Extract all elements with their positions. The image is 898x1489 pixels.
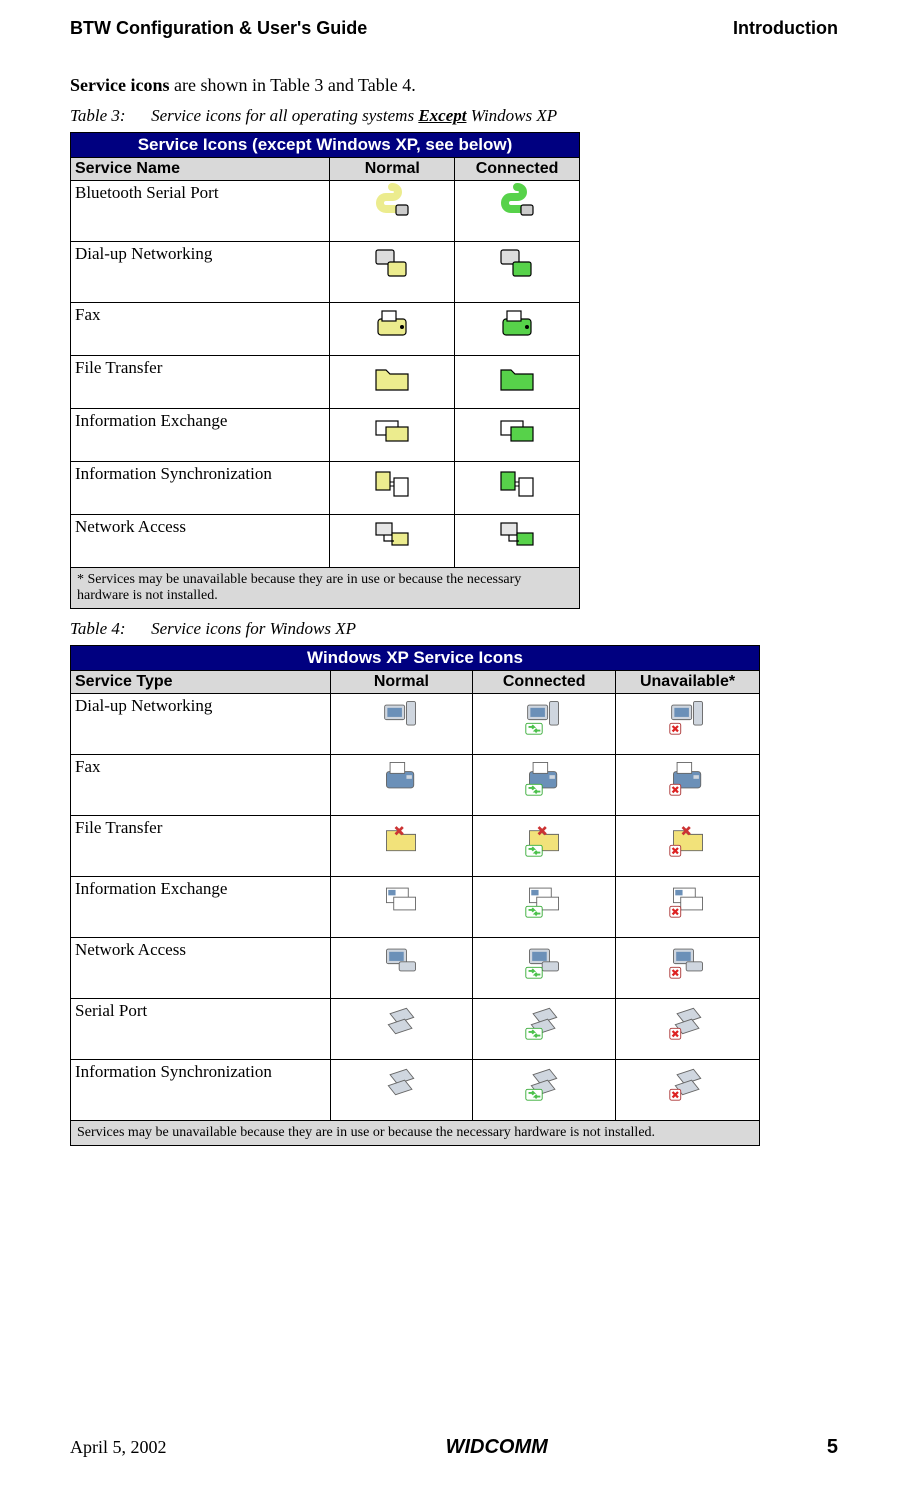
service-icon-connected: [455, 409, 580, 462]
service-icon-unavailable: [616, 755, 760, 816]
table4-footnote: Services may be unavailable because they…: [71, 1121, 760, 1146]
service-icon-normal: [330, 303, 455, 356]
service-icon-unavailable: [616, 816, 760, 877]
footer-date: April 5, 2002: [70, 1437, 167, 1458]
service-name: Information Synchronization: [71, 462, 330, 515]
table-row: Fax: [71, 303, 580, 356]
service-icon-normal: [330, 409, 455, 462]
service-icon-connected: [473, 816, 616, 877]
service-name: Serial Port: [71, 999, 331, 1060]
table3-caption: Table 3: Service icons for all operating…: [70, 106, 838, 126]
table3-col-0: Service Name: [71, 158, 330, 181]
table3-col-1: Normal: [330, 158, 455, 181]
service-name: Dial-up Networking: [71, 694, 331, 755]
table4-title: Windows XP Service Icons: [71, 646, 760, 671]
service-icon-unavailable: [616, 694, 760, 755]
table3-caption-end: Windows XP: [466, 106, 557, 125]
service-icon-connected: [473, 694, 616, 755]
service-icon-connected: [473, 755, 616, 816]
running-head: BTW Configuration & User's Guide Introdu…: [70, 18, 838, 39]
service-name: Bluetooth Serial Port: [71, 181, 330, 242]
service-name: Fax: [71, 303, 330, 356]
table4-col-0: Service Type: [71, 671, 331, 694]
service-icon-connected: [473, 877, 616, 938]
service-icon-normal: [330, 181, 455, 242]
service-icon-normal: [330, 694, 473, 755]
service-icon-connected: [473, 1060, 616, 1121]
service-icon-unavailable: [616, 938, 760, 999]
service-icon-connected: [455, 462, 580, 515]
service-icon-normal: [330, 1060, 473, 1121]
service-icon-normal: [330, 462, 455, 515]
table4-caption-prefix: Table 4:: [70, 619, 126, 638]
service-icon-connected: [455, 181, 580, 242]
table3-title: Service Icons (except Windows XP, see be…: [71, 133, 580, 158]
service-icon-normal: [330, 938, 473, 999]
footer-brand: WIDCOMM: [446, 1436, 548, 1459]
service-name: Network Access: [71, 938, 331, 999]
service-name: File Transfer: [71, 816, 331, 877]
table-row: File Transfer: [71, 816, 760, 877]
table-row: Network Access: [71, 515, 580, 568]
service-icon-normal: [330, 999, 473, 1060]
service-icon-normal: [330, 242, 455, 303]
table4-caption: Table 4: Service icons for Windows XP: [70, 619, 838, 639]
service-icon-normal: [330, 755, 473, 816]
service-name: Network Access: [71, 515, 330, 568]
service-name: Information Exchange: [71, 877, 331, 938]
service-name: Dial-up Networking: [71, 242, 330, 303]
service-icons-table-nonxp: Service Icons (except Windows XP, see be…: [70, 132, 580, 609]
service-icon-connected: [455, 242, 580, 303]
service-name: Fax: [71, 755, 331, 816]
table-row: Serial Port: [71, 999, 760, 1060]
service-icon-normal: [330, 816, 473, 877]
service-icon-unavailable: [616, 999, 760, 1060]
table3-footnote: * Services may be unavailable because th…: [71, 568, 580, 609]
table-row: Fax: [71, 755, 760, 816]
footer-page: 5: [827, 1436, 838, 1459]
table4-col-2: Connected: [473, 671, 616, 694]
page-footer: April 5, 2002 WIDCOMM 5: [0, 1436, 898, 1459]
service-name: Information Synchronization: [71, 1060, 331, 1121]
table-row: Bluetooth Serial Port: [71, 181, 580, 242]
service-icon-connected: [455, 356, 580, 409]
service-icons-table-xp: Windows XP Service Icons Service Type No…: [70, 645, 760, 1146]
intro-text: Service icons are shown in Table 3 and T…: [70, 75, 838, 96]
service-icon-connected: [455, 515, 580, 568]
table-row: Information Exchange: [71, 877, 760, 938]
table3-caption-under: Except: [418, 106, 466, 125]
table4-col-1: Normal: [330, 671, 473, 694]
intro-bold: Service icons: [70, 75, 169, 95]
service-icon-normal: [330, 515, 455, 568]
service-icon-connected: [473, 999, 616, 1060]
table3-col-2: Connected: [455, 158, 580, 181]
header-left: BTW Configuration & User's Guide: [70, 18, 367, 39]
table4-caption-rest: Service icons for Windows XP: [126, 619, 356, 638]
service-icon-unavailable: [616, 1060, 760, 1121]
table3-caption-prefix: Table 3:: [70, 106, 126, 125]
table-row: Dial-up Networking: [71, 242, 580, 303]
intro-rest: are shown in Table 3 and Table 4.: [169, 75, 415, 95]
header-right: Introduction: [733, 18, 838, 39]
service-icon-unavailable: [616, 877, 760, 938]
service-icon-connected: [473, 938, 616, 999]
table-row: Dial-up Networking: [71, 694, 760, 755]
service-name: File Transfer: [71, 356, 330, 409]
table-row: Information Exchange: [71, 409, 580, 462]
table-row: File Transfer: [71, 356, 580, 409]
table3-caption-mid: Service icons for all operating systems: [126, 106, 419, 125]
service-icon-normal: [330, 356, 455, 409]
service-name: Information Exchange: [71, 409, 330, 462]
table-row: Information Synchronization: [71, 462, 580, 515]
table-row: Information Synchronization: [71, 1060, 760, 1121]
service-icon-connected: [455, 303, 580, 356]
table4-col-3: Unavailable*: [616, 671, 760, 694]
service-icon-normal: [330, 877, 473, 938]
table-row: Network Access: [71, 938, 760, 999]
